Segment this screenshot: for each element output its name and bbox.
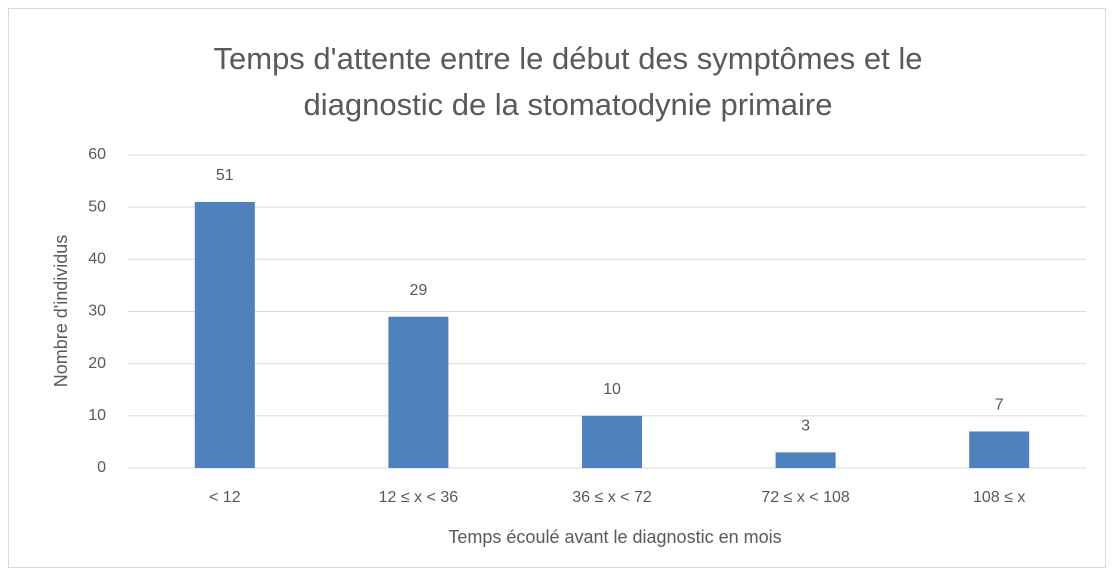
y-tick-label: 40	[88, 251, 106, 268]
bar	[194, 201, 255, 468]
y-tick-label: 50	[88, 198, 106, 215]
x-axis-label: Temps écoulé avant le diagnostic en mois	[448, 527, 781, 547]
x-tick-label: 72 ≤ x < 108	[761, 489, 850, 506]
chart-title: Temps d'attente entre le début des sympt…	[213, 41, 923, 122]
data-label: 51	[216, 167, 234, 184]
x-tick-label: 12 ≤ x < 36	[379, 489, 459, 506]
bar	[388, 316, 449, 468]
data-label: 10	[603, 381, 621, 398]
x-tick-label: 36 ≤ x < 72	[572, 489, 652, 506]
y-tick-label: 60	[88, 146, 106, 163]
chart-border	[8, 8, 1106, 568]
y-tick-label: 0	[97, 459, 106, 476]
y-tick-label: 10	[88, 407, 106, 424]
data-label: 3	[801, 418, 810, 435]
y-tick-label: 30	[88, 303, 106, 320]
y-axis-label: Nombre d'individus	[51, 235, 71, 388]
bar	[775, 452, 836, 468]
bar	[969, 431, 1030, 468]
x-tick-label: 108 ≤ x	[973, 489, 1025, 506]
bar	[581, 415, 643, 468]
data-label: 29	[410, 282, 428, 299]
y-tick-label: 20	[88, 355, 106, 372]
data-label: 7	[995, 397, 1004, 414]
x-tick-label: < 12	[209, 489, 241, 506]
